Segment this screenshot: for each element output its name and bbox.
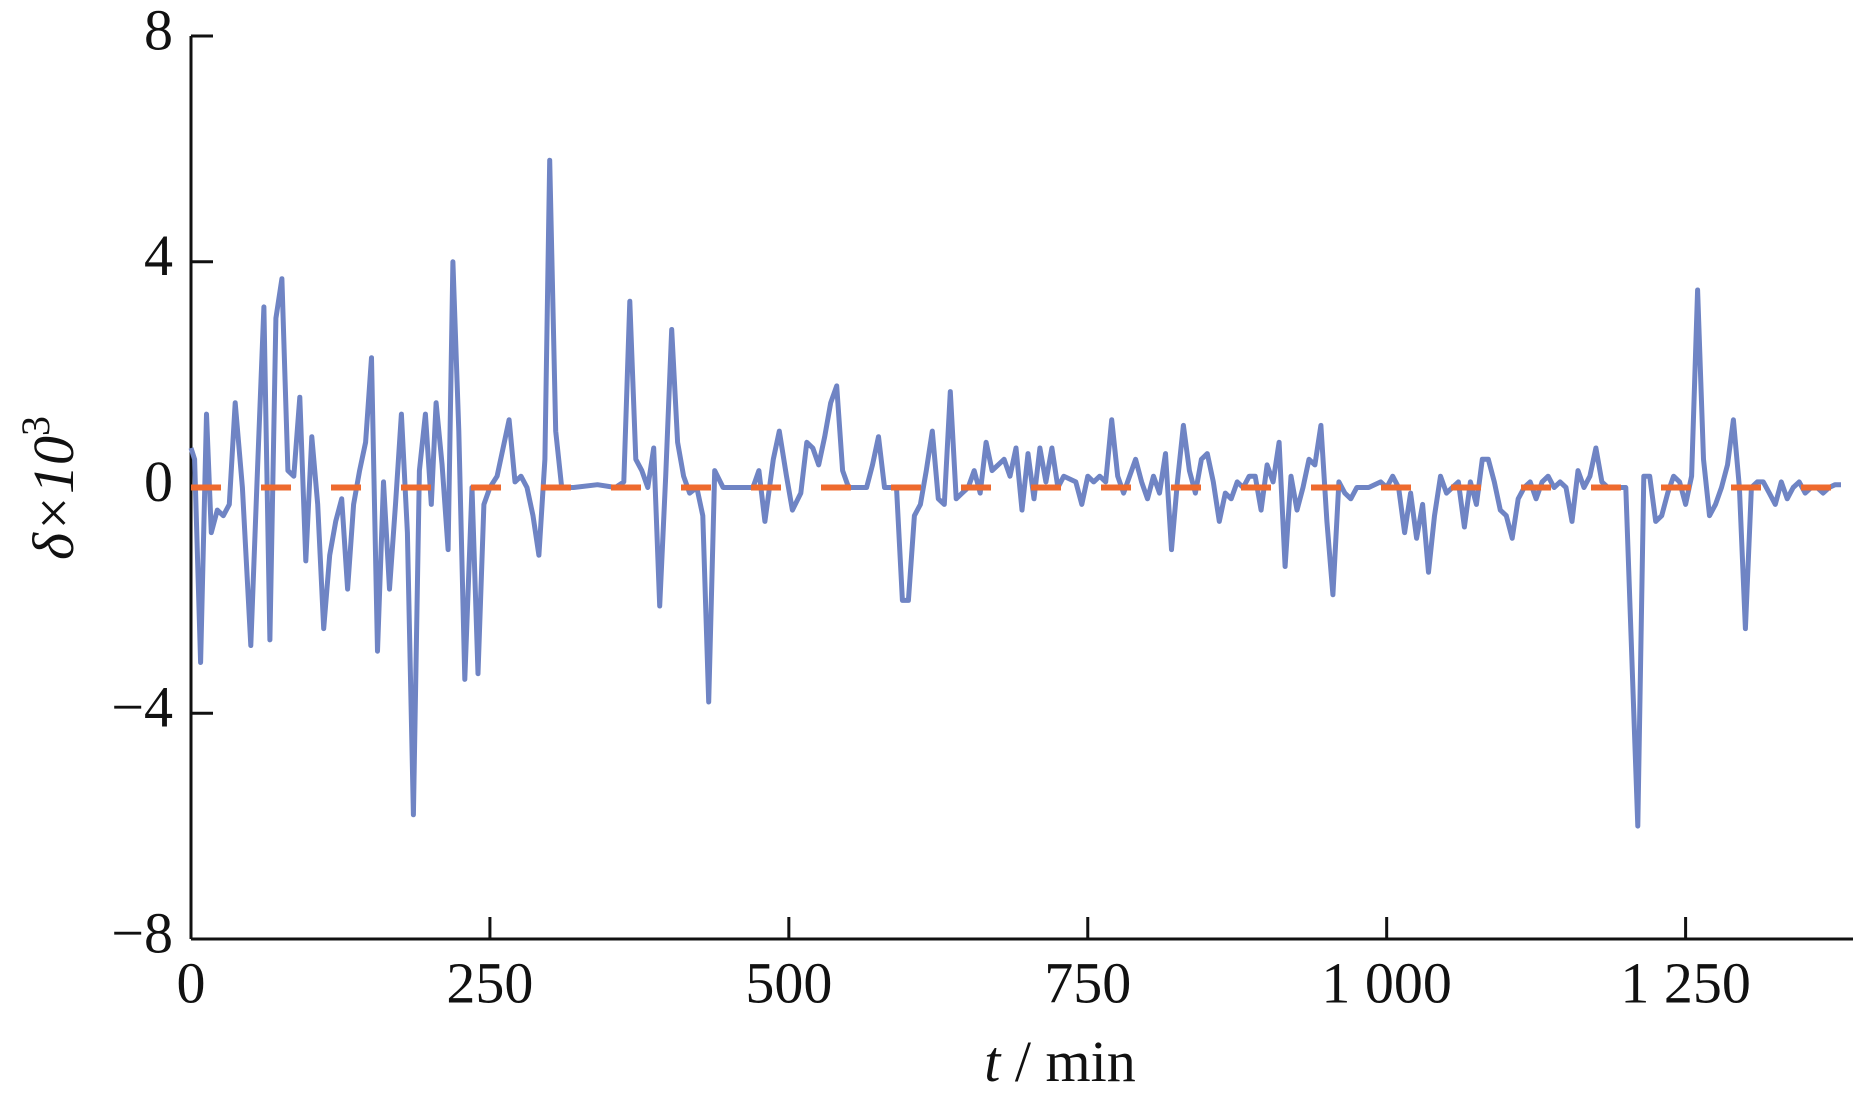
x-tick-label: 0 [177, 950, 206, 1015]
x-tick-label: 1 000 [1321, 950, 1452, 1015]
x-label-unit: / min [1000, 1029, 1135, 1094]
y-tick-label: 8 [144, 0, 173, 62]
y-tick-label: 4 [144, 223, 173, 288]
y-tick-label: −4 [111, 675, 173, 740]
x-tick-label: 750 [1044, 950, 1131, 1015]
x-tick-label: 1 250 [1620, 950, 1751, 1015]
y-tick-label: 0 [144, 449, 173, 514]
x-tick-label: 250 [446, 950, 533, 1015]
y-tick-label: −8 [111, 900, 173, 965]
x-label-var: t [984, 1029, 1002, 1094]
y-label-sup: 3 [13, 416, 58, 436]
y-label-base: δ×10 [21, 436, 86, 560]
x-tick-label: 500 [745, 950, 832, 1015]
x-axis-label: t / min [984, 1029, 1135, 1094]
y-axis-label: δ×103 [13, 416, 86, 560]
data-line [188, 157, 1841, 829]
